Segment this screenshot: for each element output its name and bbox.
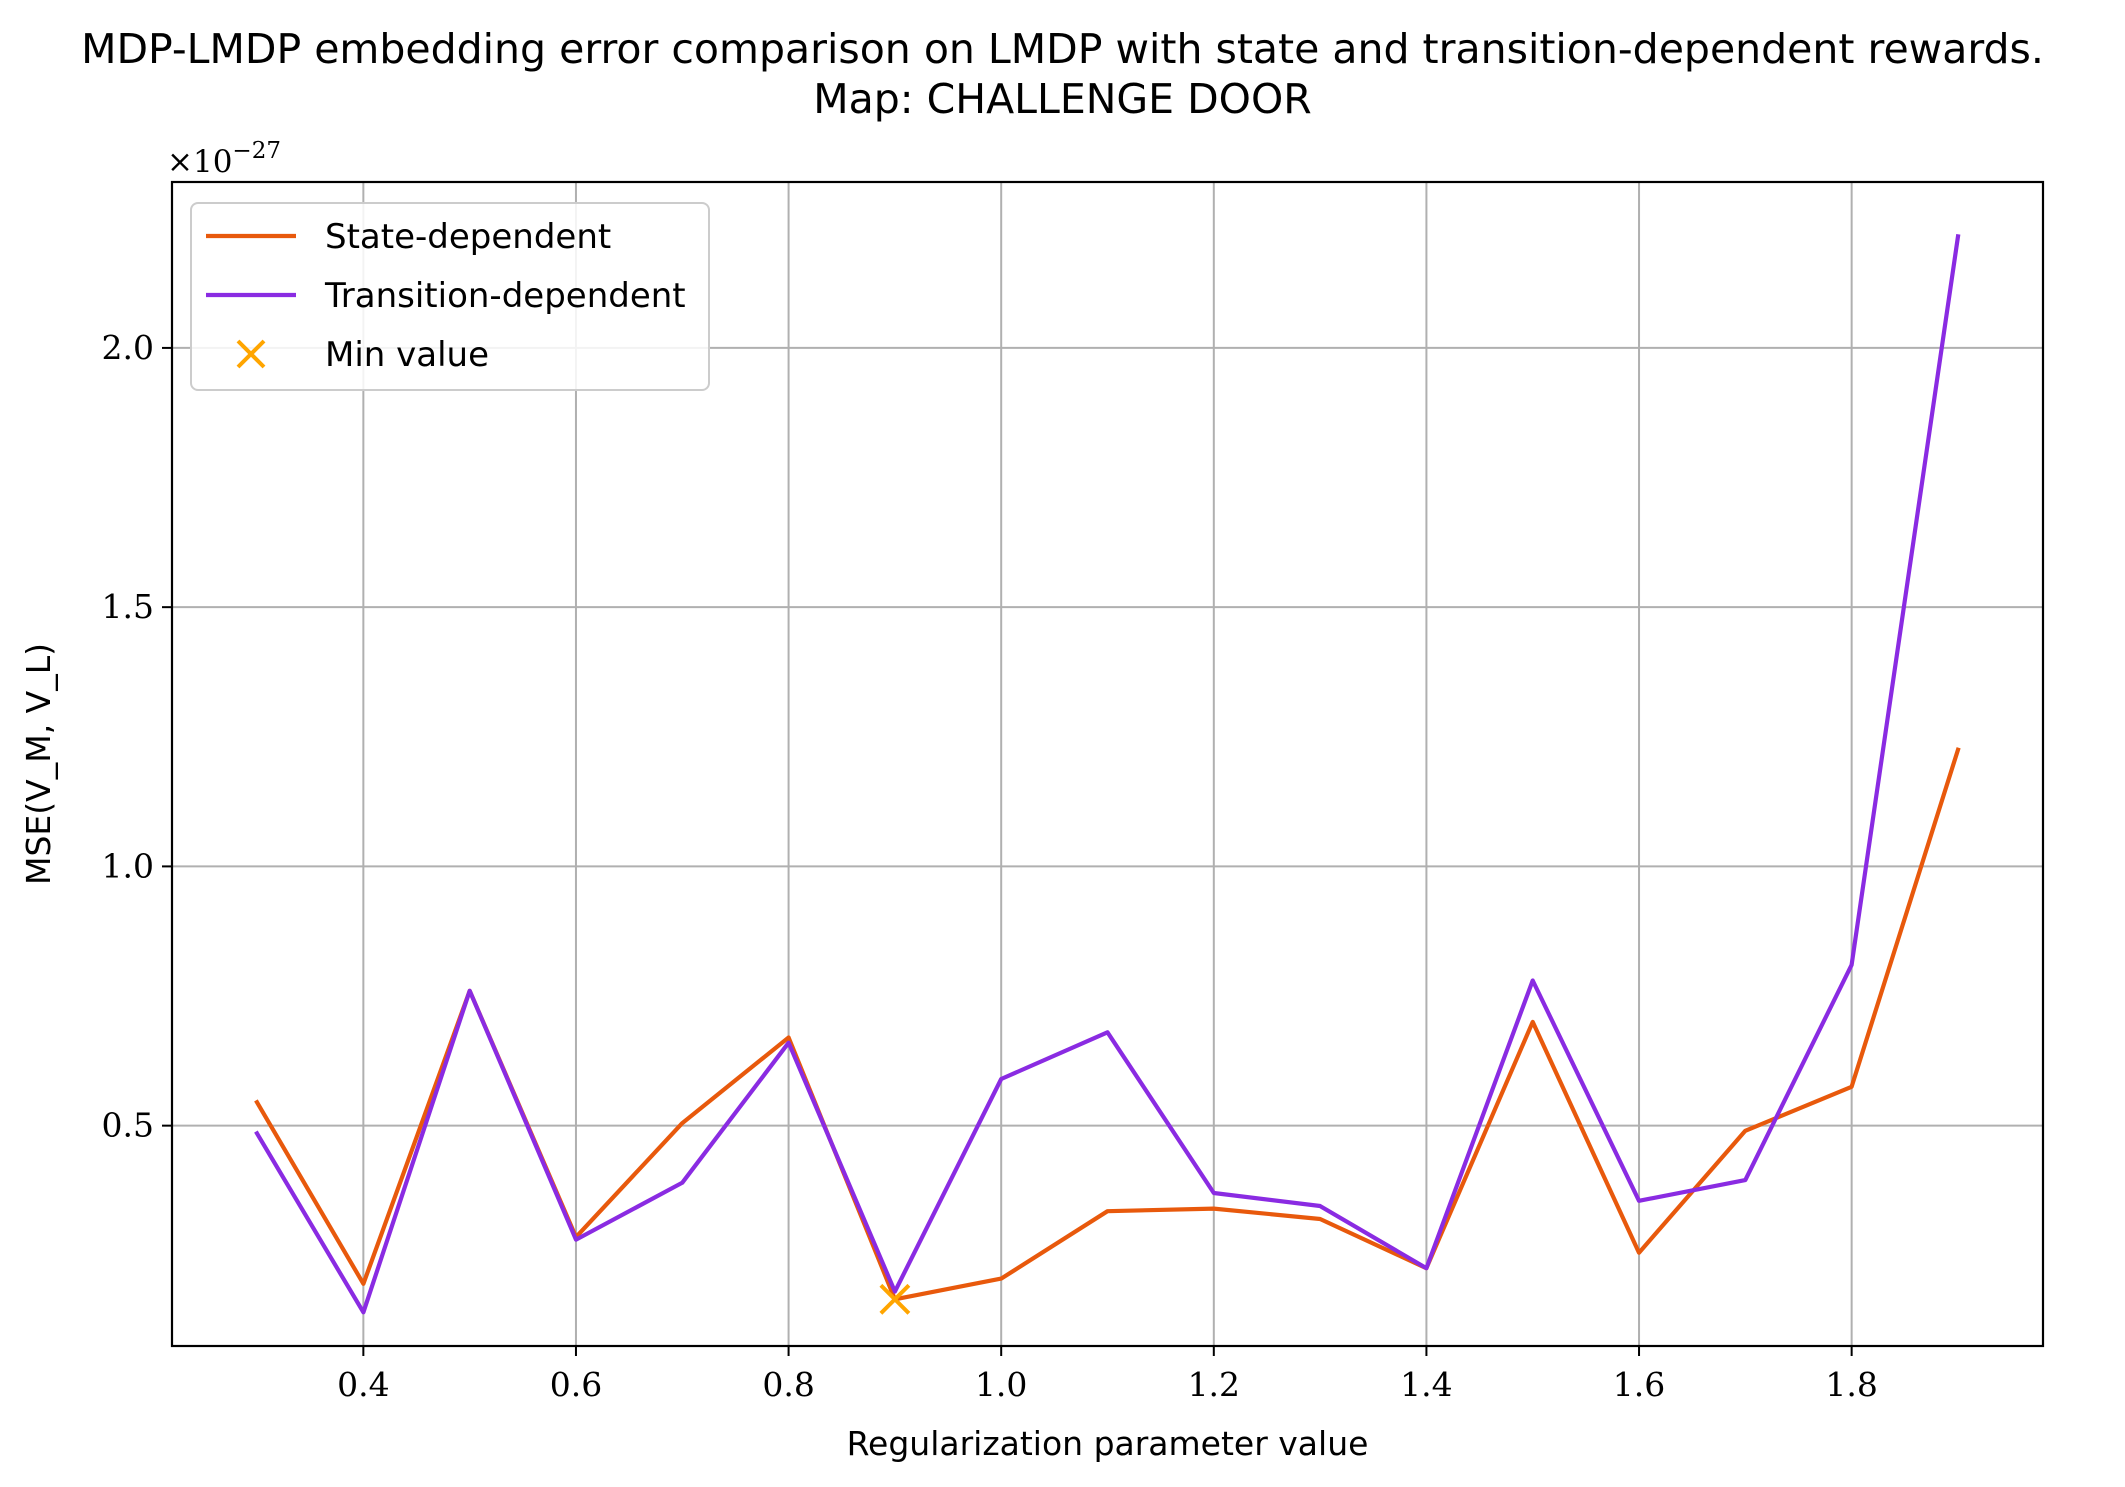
x-tick-label: 1.2 [1188, 1365, 1240, 1404]
y-tick-label: 1.0 [102, 846, 154, 885]
y-tick-label: 1.5 [102, 587, 154, 626]
y-offset-text: ×10−27 [167, 138, 281, 180]
y-tick-label: 0.5 [102, 1106, 154, 1145]
x-tick-label: 1.0 [975, 1365, 1027, 1404]
offset-exponent: −27 [232, 138, 281, 164]
chart-title: MDP-LMDP embedding error comparison on L… [81, 25, 2044, 73]
offset-multiplier: ×10 [167, 144, 232, 180]
legend-box [190, 202, 710, 391]
legend-label: Transition-dependent [324, 276, 686, 316]
grid-lines [172, 182, 2043, 1346]
x-axis: 0.4 0.6 0.8 1.0 1.2 1.4 1.6 1.8 [337, 1346, 1878, 1404]
x-tick-label: 1.4 [1400, 1365, 1452, 1404]
series-line-state-dependent [254, 747, 1961, 1302]
x-tick-label: 0.4 [337, 1365, 389, 1404]
chart-subtitle: Map: CHALLENGE DOOR [813, 75, 1312, 123]
x-tick-label: 1.8 [1825, 1365, 1877, 1404]
legend: State-dependent Transition-dependent Min v… [190, 202, 710, 391]
x-tick-label: 0.8 [762, 1365, 814, 1404]
legend-min-marker [236, 339, 266, 369]
markers [879, 1283, 911, 1315]
series-lines [254, 234, 1961, 1315]
min-value-marker [879, 1283, 911, 1315]
legend-label: State-dependent [325, 217, 611, 257]
y-axis-label: MSE(V_M, V_L) [19, 643, 58, 885]
y-axis: 0.5 1.0 1.5 2.0 [102, 328, 172, 1145]
y-tick-label: 2.0 [102, 328, 154, 367]
legend-label: Min value [325, 335, 489, 375]
series-line-transition-dependent [254, 234, 1961, 1315]
x-tick-label: 1.6 [1613, 1365, 1665, 1404]
x-tick-label: 0.6 [550, 1365, 602, 1404]
x-axis-label: Regularization parameter value [847, 1424, 1369, 1463]
plot-frame [170, 180, 2045, 1348]
